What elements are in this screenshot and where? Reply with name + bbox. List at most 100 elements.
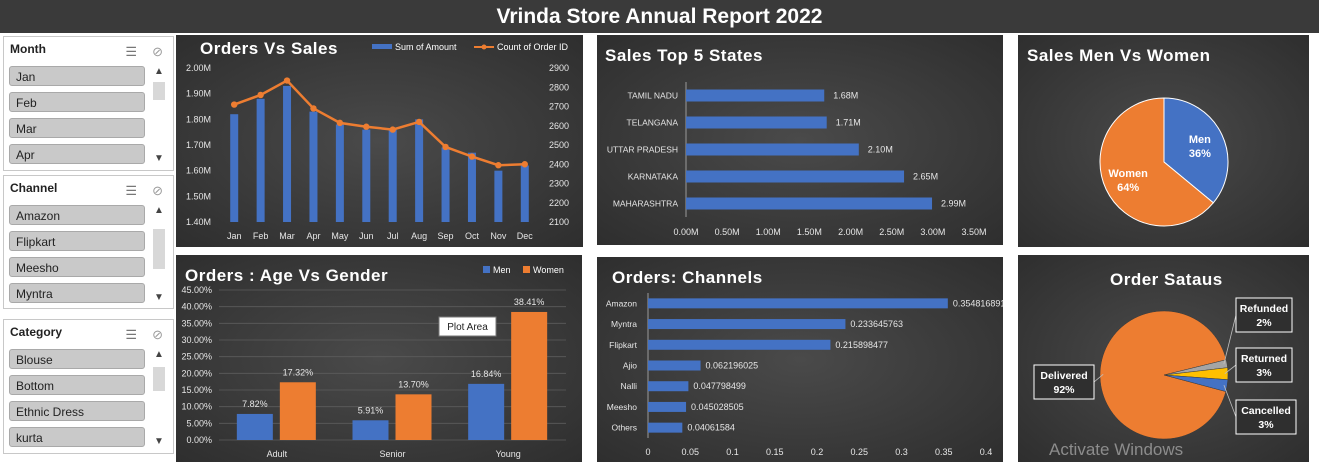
clear-filter-icon[interactable]: ⊘ bbox=[152, 44, 163, 59]
scroll-down-icon[interactable]: ▼ bbox=[154, 153, 164, 164]
legend-label: Count of Order ID bbox=[497, 42, 569, 52]
x-tick-label: 3.50M bbox=[961, 227, 986, 237]
chart-title: Orders : Age Vs Gender bbox=[185, 266, 389, 285]
men-vs-women-panel[interactable]: Men 36% Women 64% Sales Men Vs Women bbox=[1018, 35, 1309, 247]
slice-percent: 3% bbox=[1256, 367, 1272, 379]
sales-bar bbox=[441, 147, 450, 222]
slicer-item[interactable]: Myntra bbox=[9, 283, 145, 303]
age-gender-bar bbox=[468, 383, 505, 440]
age-gender-bar bbox=[279, 382, 316, 440]
slicer-channel[interactable]: Channel ☰ ⊘ Amazon Flipkart Meesho Myntra ▲ ▼ bbox=[3, 175, 174, 309]
channel-bar bbox=[648, 298, 948, 309]
left-tick-label: 1.80M bbox=[186, 114, 211, 124]
slicer-item[interactable]: Ethnic Dress bbox=[9, 401, 145, 421]
slicer-item[interactable]: Feb bbox=[9, 92, 145, 112]
pie-slice bbox=[1163, 97, 1229, 204]
data-label: 0.062196025 bbox=[706, 361, 759, 371]
channels-chart: Amazon 0.354816891 Myntra 0.233645763 Flipka… bbox=[606, 293, 1003, 457]
slicer-scrollbar[interactable]: ▲ ▼ bbox=[151, 66, 167, 164]
scroll-up-icon[interactable]: ▲ bbox=[154, 349, 164, 360]
slice-percent: 3% bbox=[1258, 419, 1274, 431]
callout-box bbox=[1235, 347, 1293, 383]
slicer-item[interactable]: Apr bbox=[9, 144, 145, 164]
data-label: 38.41% bbox=[514, 297, 545, 307]
y-tick-label: Meesho bbox=[607, 402, 638, 412]
multi-select-icon[interactable]: ☰ bbox=[125, 44, 137, 59]
scroll-down-icon[interactable]: ▼ bbox=[154, 292, 164, 303]
age-vs-gender-panel[interactable]: 45.00% 40.00% 35.00% 30.00% 25.00% 20.00% 15.0… bbox=[176, 255, 582, 462]
slicer-item[interactable]: kurta bbox=[9, 427, 145, 447]
scroll-up-icon[interactable]: ▲ bbox=[154, 66, 164, 77]
channels-panel[interactable]: Amazon 0.354816891 Myntra 0.233645763 Flipka… bbox=[597, 257, 1003, 462]
sales-bar bbox=[415, 119, 424, 222]
left-tick-label: 1.70M bbox=[186, 140, 211, 150]
orders-point bbox=[389, 126, 396, 133]
slicer-category[interactable]: Category ☰ ⊘ Blouse Bottom Ethnic Dress kurta ▲… bbox=[3, 319, 174, 454]
slice-percent: 92% bbox=[1053, 384, 1075, 396]
sales-bar bbox=[256, 98, 265, 222]
scroll-thumb[interactable] bbox=[153, 229, 165, 269]
slicer-item[interactable]: Jan bbox=[9, 66, 145, 86]
x-tick-label: 1.50M bbox=[797, 227, 822, 237]
sales-bar bbox=[309, 111, 318, 222]
scroll-thumb[interactable] bbox=[153, 367, 165, 391]
callout-box bbox=[1235, 399, 1297, 435]
activate-windows-watermark: Activate Windows bbox=[1049, 440, 1184, 459]
slicer-item[interactable]: Mar bbox=[9, 118, 145, 138]
chart-title: Orders: Channels bbox=[612, 268, 763, 287]
clear-filter-icon[interactable]: ⊘ bbox=[152, 327, 163, 342]
age-gender-bar bbox=[511, 311, 548, 440]
data-label: 7.82% bbox=[242, 399, 268, 409]
slicer-scrollbar[interactable]: ▲ ▼ bbox=[151, 205, 167, 303]
data-label: 0.215898477 bbox=[835, 340, 888, 350]
y-tick-label: Amazon bbox=[606, 298, 637, 308]
right-tick-label: 2100 bbox=[549, 217, 569, 227]
sales-bar bbox=[494, 170, 503, 222]
y-tick-label: UTTAR PRADESH bbox=[607, 145, 678, 155]
scroll-down-icon[interactable]: ▼ bbox=[154, 436, 164, 447]
x-tick-label: Mar bbox=[279, 231, 295, 241]
chart-title: Sales Men Vs Women bbox=[1027, 46, 1211, 65]
y-tick-label: 15.00% bbox=[181, 385, 212, 395]
x-tick-label: Feb bbox=[253, 231, 269, 241]
slicer-item[interactable]: Bottom bbox=[9, 375, 145, 395]
slicer-item[interactable]: Meesho bbox=[9, 257, 145, 277]
x-tick-label: 0.1 bbox=[726, 447, 739, 457]
right-tick-label: 2600 bbox=[549, 121, 569, 131]
scroll-up-icon[interactable]: ▲ bbox=[154, 205, 164, 216]
state-bar bbox=[686, 89, 825, 102]
orders-point bbox=[336, 119, 344, 127]
slicer-item[interactable]: Amazon bbox=[9, 205, 145, 225]
slicer-month[interactable]: Month ☰ ⊘ Jan Feb Mar Apr ▲ ▼ bbox=[3, 36, 174, 171]
slicer-scrollbar[interactable]: ▲ ▼ bbox=[151, 349, 167, 447]
data-label: 0.233645763 bbox=[850, 319, 903, 329]
channel-bar bbox=[648, 381, 689, 392]
multi-select-icon[interactable]: ☰ bbox=[125, 183, 137, 198]
orders-point bbox=[442, 143, 449, 151]
slicer-item[interactable]: Flipkart bbox=[9, 231, 145, 251]
order-status-chart: Delivered 92% Refunded 2% Returned 3% Cancelle… bbox=[1033, 297, 1297, 440]
slice-label: Women bbox=[1108, 168, 1148, 180]
scroll-thumb[interactable] bbox=[153, 82, 165, 100]
y-tick-label: MAHARASHTRA bbox=[613, 199, 679, 209]
order-status-panel[interactable]: Delivered 92% Refunded 2% Returned 3% Cancelle… bbox=[1018, 255, 1309, 462]
slicer-item[interactable]: Blouse bbox=[9, 349, 145, 369]
legend-marker bbox=[481, 44, 487, 50]
leader-line bbox=[1223, 314, 1237, 365]
legend-label: Women bbox=[533, 265, 564, 275]
sales-bar bbox=[362, 129, 371, 222]
multi-select-icon[interactable]: ☰ bbox=[125, 327, 137, 342]
right-tick-label: 2900 bbox=[549, 63, 569, 73]
x-tick-label: 3.00M bbox=[920, 227, 945, 237]
top-states-panel[interactable]: TAMIL NADU 1.68M TELANGANA 1.71M UTTAR PRADE… bbox=[597, 35, 1003, 245]
slice-percent: 64% bbox=[1117, 182, 1139, 194]
leader-line bbox=[1224, 364, 1237, 375]
orders-vs-sales-panel[interactable]: 2.00M 1.90M 1.80M 1.70M 1.60M 1.50M 1.40M 2900 2… bbox=[176, 35, 583, 247]
slice-label: Returned bbox=[1241, 353, 1287, 365]
clear-filter-icon[interactable]: ⊘ bbox=[152, 183, 163, 198]
age-gender-bar bbox=[352, 420, 389, 440]
left-tick-label: 2.00M bbox=[186, 63, 211, 73]
y-tick-label: TAMIL NADU bbox=[627, 91, 678, 101]
sales-bar bbox=[520, 165, 529, 222]
y-tick-label: Ajio bbox=[623, 361, 637, 371]
